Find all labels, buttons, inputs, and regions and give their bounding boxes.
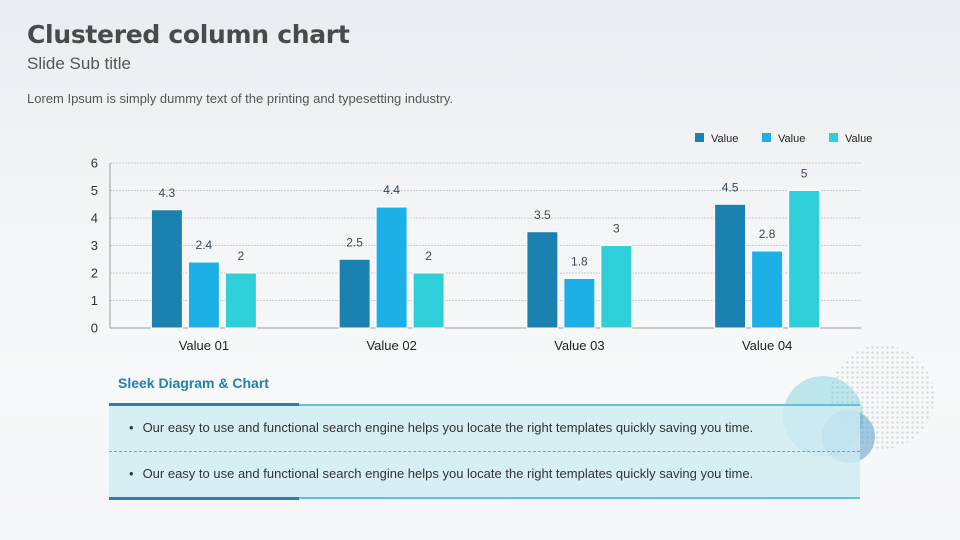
bullet-item: • Our easy to use and functional search e…: [129, 466, 753, 481]
x-tick-label: Value 04: [742, 338, 792, 353]
section-title: Sleek Diagram & Chart: [118, 375, 269, 391]
bullet-item: • Our easy to use and functional search e…: [129, 420, 753, 435]
data-label: 2: [238, 249, 245, 263]
bar: [338, 258, 371, 329]
y-tick-label: 0: [91, 321, 98, 336]
data-label: 4.5: [722, 180, 739, 194]
bar: [563, 278, 596, 329]
data-label: 2.4: [196, 238, 213, 252]
bar: [600, 245, 633, 329]
bar: [150, 209, 183, 329]
clustered-column-chart: 0 1 2 3 4 5 6 4.3 2.4 2 Value 01 2.5 4.4 2 Value 02 3.5…: [91, 133, 872, 353]
y-tick-label: 3: [91, 238, 98, 253]
bullet-text: Our easy to use and functional search en…: [142, 466, 754, 481]
legend-label: Value: [845, 133, 872, 145]
data-label: 2.5: [346, 235, 363, 249]
x-tick-label: Value 02: [366, 338, 416, 353]
slide-title: Clustered column chart: [27, 20, 350, 49]
data-label: 1.8: [571, 255, 588, 269]
data-label: 2.8: [759, 227, 776, 241]
slide-subtitle: Slide Sub title: [27, 54, 131, 73]
bullet-dot-icon: •: [129, 420, 134, 435]
x-tick-label: Value 03: [554, 338, 604, 353]
y-tick-label: 5: [91, 183, 98, 198]
bar: [187, 261, 220, 329]
legend-label: Value: [778, 133, 805, 145]
info-box-divider: [109, 451, 860, 452]
legend-swatch: [695, 133, 704, 142]
bullet-text: Our easy to use and functional search en…: [142, 420, 754, 435]
slide-description: Lorem Ipsum is simply dummy text of the …: [27, 91, 454, 106]
accent-bar-bottom: [109, 497, 299, 500]
bar: [788, 190, 821, 329]
accent-bar-top: [109, 403, 299, 406]
bar: [224, 272, 257, 329]
data-label: 5: [801, 167, 808, 181]
bar: [412, 272, 445, 329]
bullet-dot-icon: •: [129, 466, 134, 481]
y-tick-label: 2: [91, 266, 98, 281]
data-label: 3.5: [534, 208, 551, 222]
bar: [526, 231, 559, 329]
bar: [714, 203, 747, 329]
data-label: 4.3: [159, 186, 176, 200]
y-tick-label: 4: [91, 211, 98, 226]
legend-swatch: [762, 133, 771, 142]
data-label: 2: [425, 249, 432, 263]
x-tick-label: Value 01: [179, 338, 229, 353]
legend-swatch: [829, 133, 838, 142]
bar: [751, 250, 784, 329]
y-tick-label: 1: [91, 293, 98, 308]
bar: [375, 206, 408, 329]
data-label: 4.4: [383, 183, 400, 197]
info-box: • Our easy to use and functional search e…: [109, 404, 860, 499]
y-tick-label: 6: [91, 156, 98, 171]
data-label: 3: [613, 222, 620, 236]
legend-label: Value: [711, 133, 738, 145]
